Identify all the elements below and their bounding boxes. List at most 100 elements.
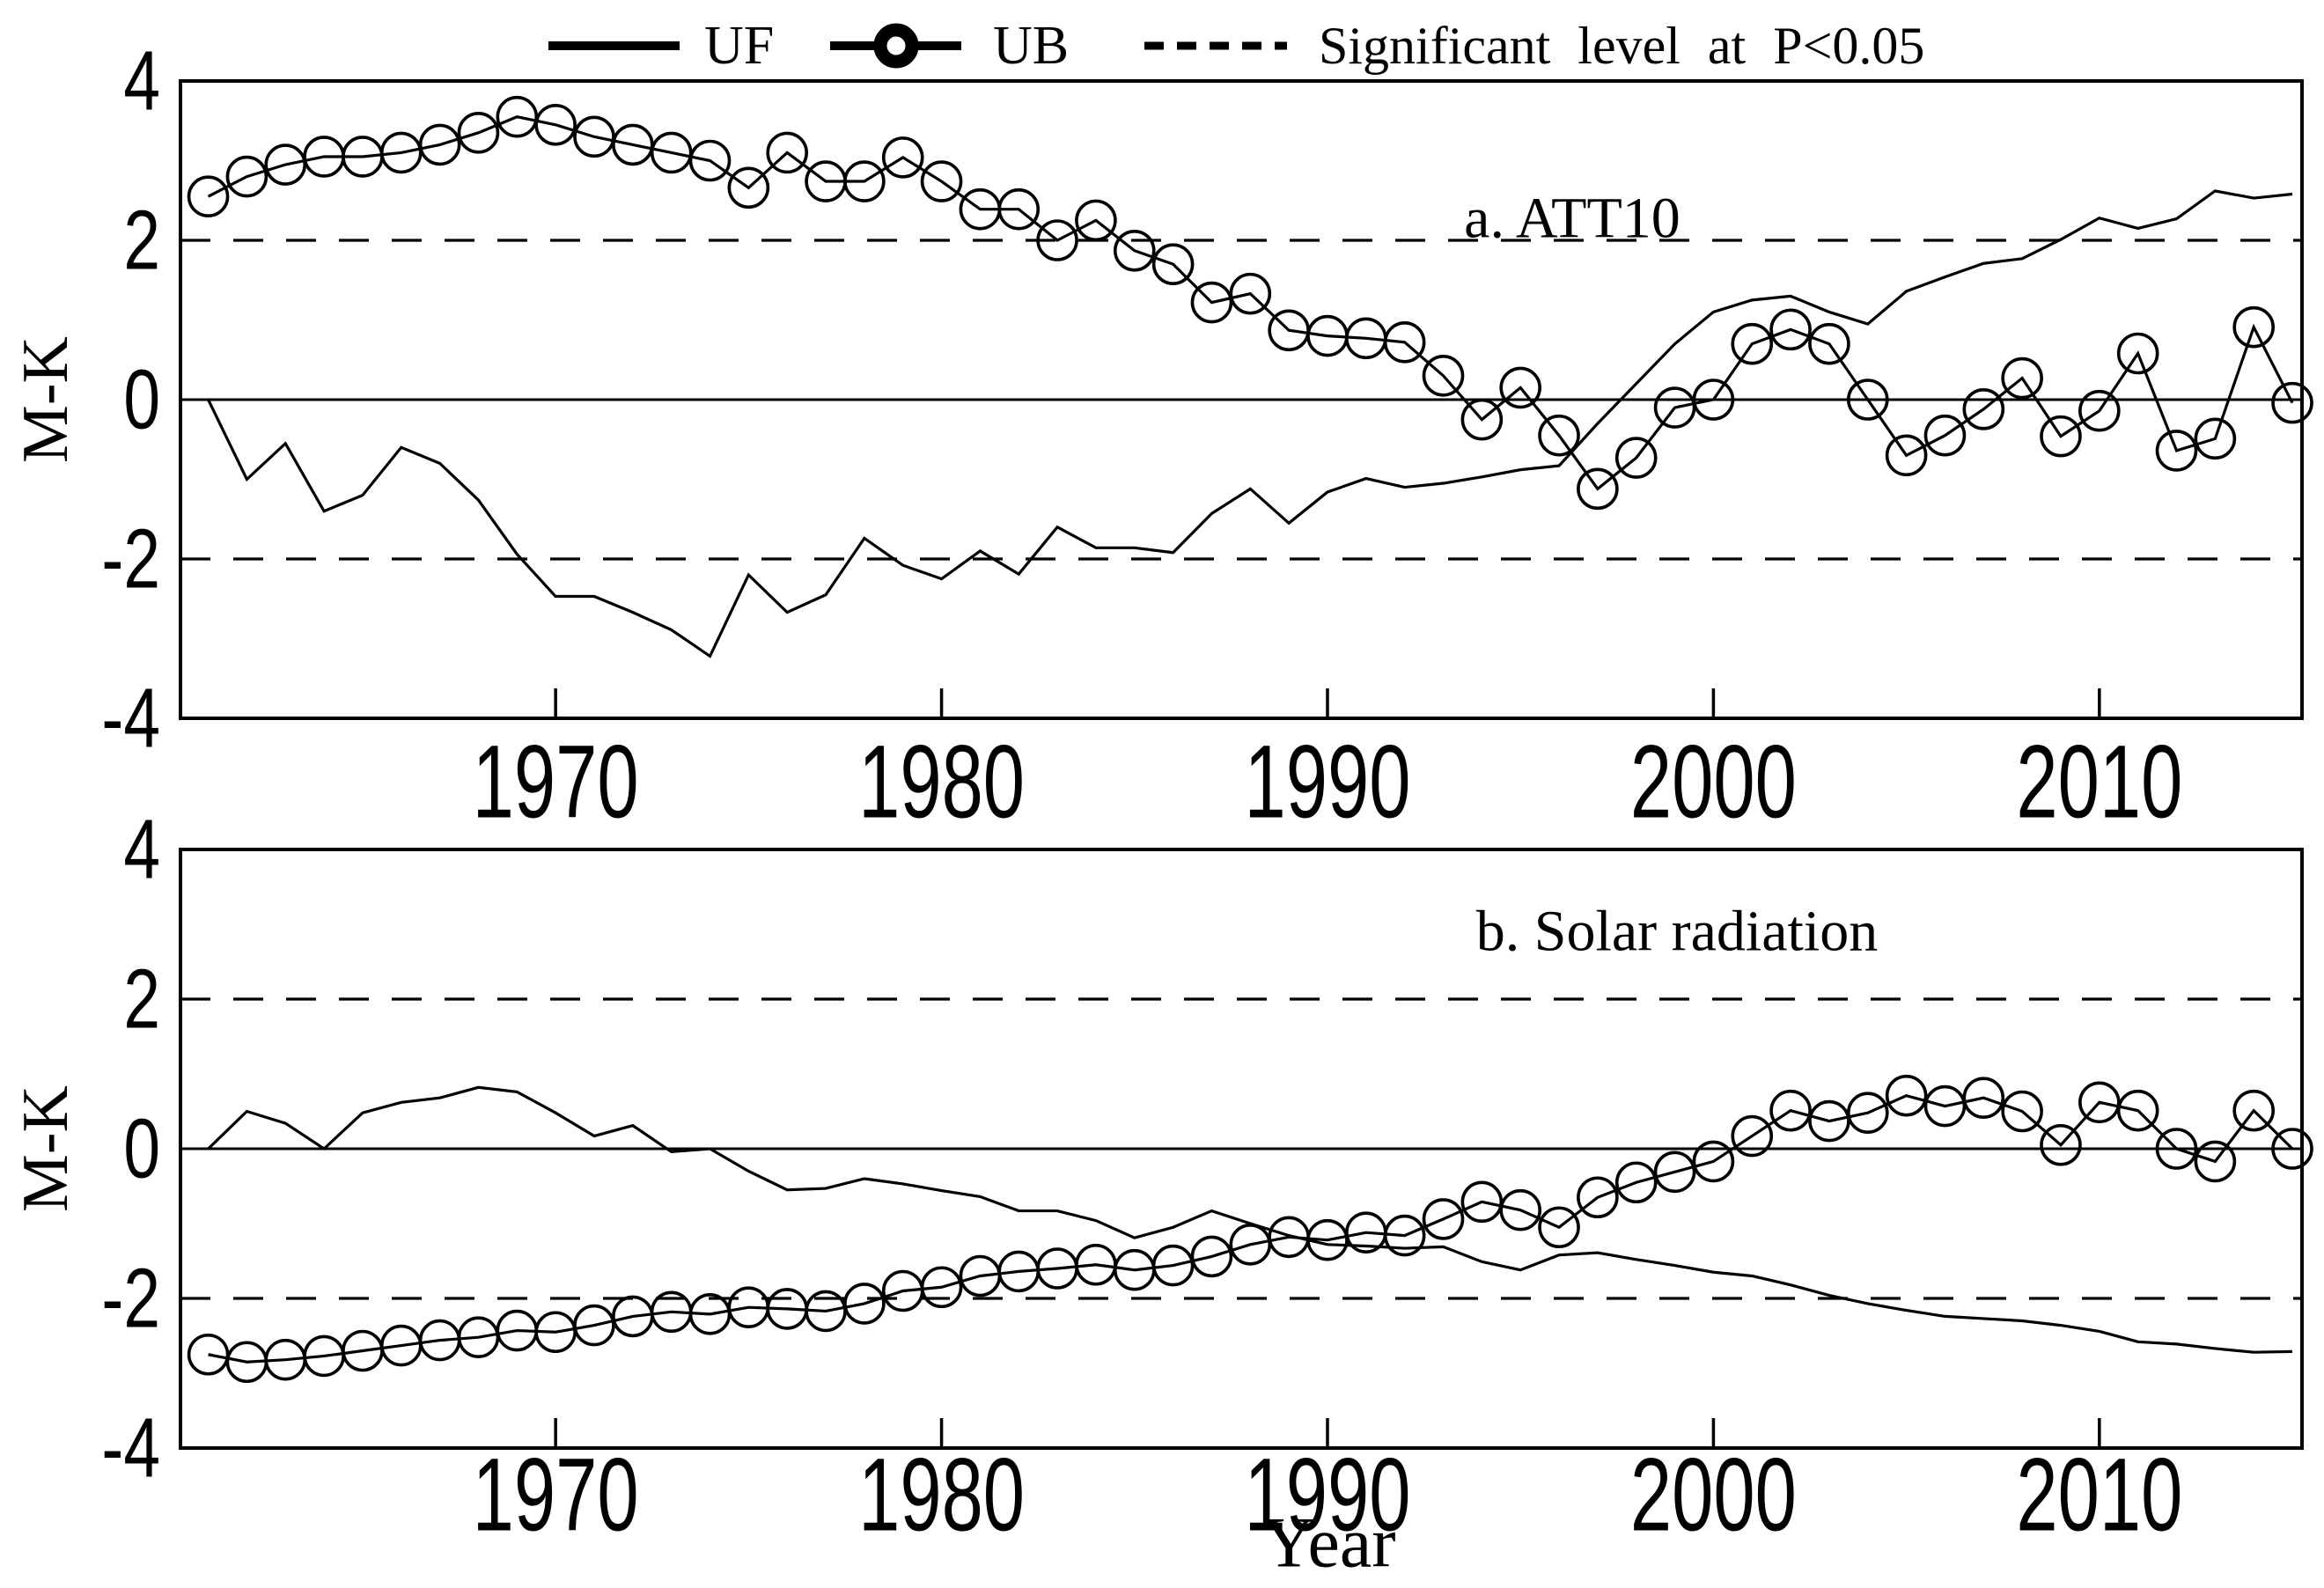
- ub-marker: [843, 1283, 886, 1325]
- uf-line: [207, 1085, 2293, 1354]
- ub-marker: [1846, 379, 1889, 421]
- legend-significance-label: Significant level at P<0.05: [1319, 17, 1924, 75]
- ub-marker: [1460, 398, 1504, 441]
- ub-marker: [843, 160, 886, 202]
- ub-marker: [1808, 322, 1850, 365]
- ub-marker: [2001, 357, 2043, 400]
- ub-marker: [766, 131, 808, 174]
- ub-marker: [1885, 434, 1928, 477]
- y-tick-label: -4: [101, 671, 160, 765]
- y-tick-label: -2: [101, 511, 160, 606]
- ub-marker: [1422, 355, 1465, 397]
- ub-marker: [1923, 414, 1967, 457]
- legend: UF UB Significant level at P<0.05: [548, 16, 1924, 76]
- uf-line: [207, 189, 2293, 658]
- ub-marker: [418, 123, 461, 166]
- ub-marker: [2194, 1140, 2237, 1183]
- ub-marker: [727, 166, 770, 210]
- legend-ub-label: UB: [993, 16, 1069, 76]
- ub-marker: [2155, 430, 2198, 472]
- ub-marker: [1846, 1092, 1889, 1134]
- ub-marker: [1383, 1214, 1426, 1257]
- ub-marker: [1731, 1114, 1774, 1158]
- y-axis-label: M-K: [10, 1085, 82, 1212]
- y-tick-label: -4: [101, 1401, 160, 1495]
- ub-marker: [1614, 1161, 1658, 1204]
- ub-marker: [2040, 415, 2082, 458]
- ub-marker: [920, 160, 963, 202]
- y-tick-label: 2: [123, 193, 160, 287]
- x-tick-label: 1990: [1245, 724, 1411, 840]
- x-tick-label: 2010: [2016, 724, 2182, 840]
- ub-marker: [2232, 305, 2275, 349]
- x-tick-label: 1970: [473, 1437, 639, 1553]
- ub-marker: [1538, 1206, 1580, 1249]
- panel-title: b. Solar radiation: [1476, 900, 1878, 964]
- ub-marker: [2232, 1089, 2275, 1132]
- ub-marker: [1075, 199, 1117, 242]
- ub-marker: [2271, 381, 2313, 424]
- ub-marker: [1151, 243, 1195, 285]
- legend-ub-circle-icon: [873, 23, 919, 69]
- ub-marker: [534, 103, 577, 146]
- x-tick-label: 1990: [1245, 1437, 1411, 1553]
- ub-marker: [997, 187, 1041, 231]
- ub-marker: [1731, 322, 1774, 365]
- ub-marker: [1190, 281, 1233, 324]
- ub-marker: [1113, 229, 1156, 272]
- ub-marker: [457, 112, 500, 154]
- ub-marker: [1499, 1188, 1541, 1231]
- x-tick-label: 2000: [1630, 1437, 1797, 1553]
- ub-marker: [1885, 1074, 1928, 1117]
- ub-marker: [1653, 1151, 1696, 1194]
- ub-marker: [1614, 437, 1658, 479]
- ub-marker: [1190, 1235, 1233, 1278]
- ub-marker: [881, 136, 924, 179]
- ub-marker: [1692, 379, 1735, 421]
- x-tick-label: 1970: [473, 724, 639, 840]
- y-tick-label: 4: [123, 33, 160, 128]
- ub-marker: [225, 155, 268, 198]
- panel-b: 1970 1980 1990 2000 2010 4 2 0 -2 -4 M-K b. Solar r…: [10, 802, 2313, 1553]
- y-tick-label: -2: [101, 1251, 160, 1345]
- ub-marker: [920, 1266, 963, 1309]
- x-tick-label: 1980: [858, 1437, 1025, 1553]
- y-tick-label: 2: [123, 952, 160, 1046]
- ub-marker: [1538, 414, 1580, 457]
- ub-marker: [2078, 389, 2121, 432]
- ub-marker: [1769, 1089, 1812, 1132]
- ub-marker: [2116, 332, 2159, 375]
- ub-marker: [1577, 467, 1619, 511]
- ub-marker: [2155, 1128, 2198, 1170]
- ub-marker: [1692, 1140, 1735, 1183]
- y-tick-label: 0: [123, 352, 160, 446]
- x-tick-label: 1980: [858, 724, 1025, 840]
- ub-marker: [688, 139, 732, 182]
- ub-marker: [1499, 366, 1541, 409]
- ub-marker: [1383, 321, 1426, 364]
- x-tick-label: 2010: [2016, 1437, 2182, 1553]
- ub-marker: [2194, 417, 2237, 460]
- ub-marker: [1229, 272, 1272, 315]
- y-tick-label: 4: [123, 802, 160, 896]
- y-axis-label: M-K: [10, 336, 82, 463]
- ub-marker: [1036, 219, 1078, 261]
- ub-line: [208, 1093, 2294, 1364]
- legend-uf-label: UF: [704, 16, 774, 76]
- ub-marker: [573, 1304, 615, 1347]
- x-axis-label: Year: [1262, 1503, 1395, 1583]
- ub-marker: [2001, 1090, 2043, 1133]
- ub-marker: [2040, 1123, 2082, 1166]
- panel-a: 1970 1980 1990 2000 2010 4 2 0 -2 -4 M-K a. ATT10: [10, 33, 2313, 840]
- x-tick-label: 2000: [1630, 724, 1797, 840]
- ub-marker: [2271, 1128, 2313, 1170]
- ub-line: [207, 115, 2294, 491]
- ub-marker: [1422, 1198, 1465, 1240]
- ub-marker: [1962, 1077, 2005, 1119]
- y-tick-label: 0: [123, 1101, 160, 1195]
- ub-marker: [187, 175, 230, 218]
- ub-marker: [1577, 1176, 1619, 1219]
- ub-marker: [1962, 388, 2005, 430]
